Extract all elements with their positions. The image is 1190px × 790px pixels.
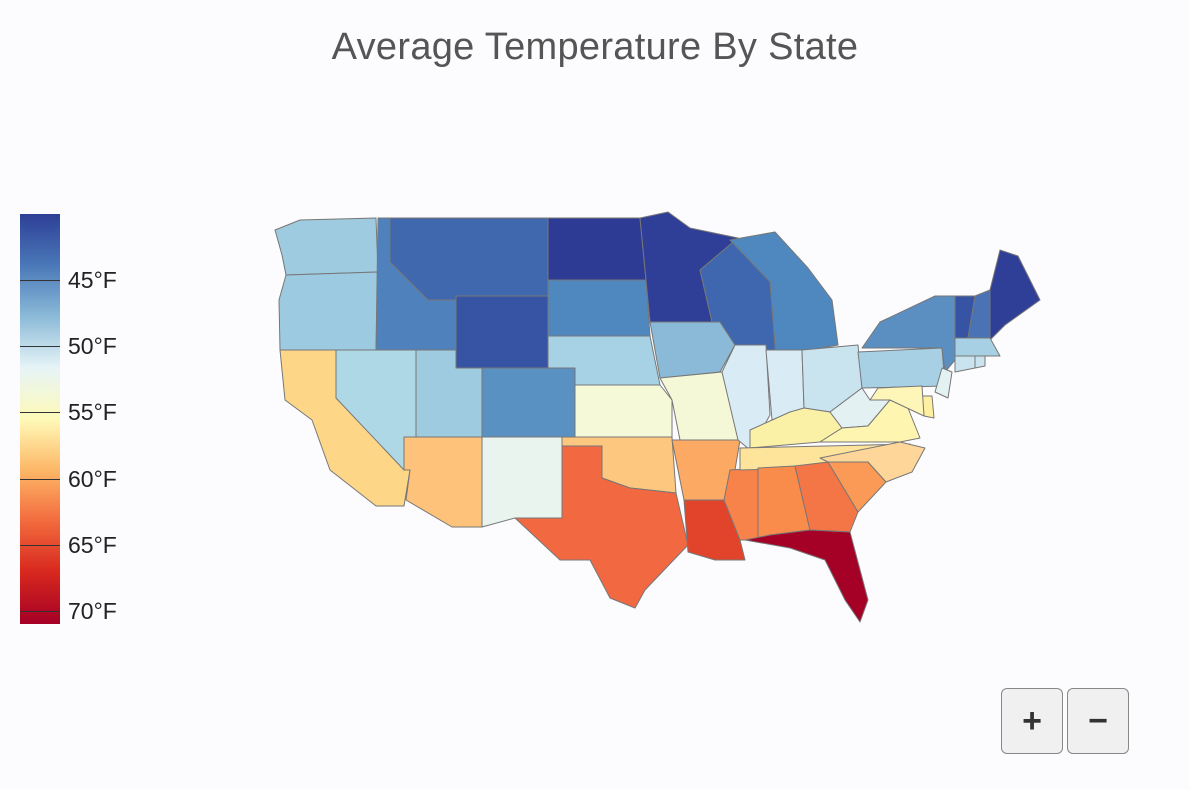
legend-tick-label: 45°F	[68, 267, 117, 293]
state-MI[interactable]	[729, 231, 839, 359]
state-IA[interactable]	[649, 321, 736, 379]
state-ME[interactable]	[989, 249, 1041, 341]
state-NM[interactable]	[481, 436, 563, 528]
state-WY[interactable]	[455, 295, 549, 369]
legend-tick-label: 65°F	[68, 532, 117, 558]
state-TX[interactable]	[514, 445, 689, 609]
zoom-out-button[interactable]: −	[1067, 688, 1129, 754]
state-WA[interactable]	[274, 217, 379, 276]
state-RI[interactable]	[974, 355, 986, 369]
state-SD[interactable]	[547, 279, 651, 337]
state-MD[interactable]	[869, 385, 925, 417]
legend-tick-line	[20, 611, 60, 612]
state-FL[interactable]	[744, 529, 869, 623]
state-MA[interactable]	[954, 337, 1001, 357]
legend-tick-line	[20, 479, 60, 480]
state-NJ[interactable]	[934, 367, 953, 399]
color-scale-legend: 45°F 50°F 55°F 60°F 65°F 70°F	[20, 214, 180, 624]
legend-tick-label: 55°F	[68, 399, 117, 425]
state-CT[interactable]	[954, 355, 976, 373]
state-PA[interactable]	[857, 347, 946, 389]
state-CO[interactable]	[481, 367, 576, 438]
state-NC[interactable]	[819, 441, 926, 483]
state-ND[interactable]	[547, 217, 647, 281]
state-AZ[interactable]	[403, 436, 483, 528]
state-KS[interactable]	[574, 384, 673, 438]
legend-tick-label: 50°F	[68, 333, 117, 359]
zoom-in-button[interactable]: +	[1001, 688, 1063, 754]
map-title: Average Temperature By State	[331, 26, 859, 68]
legend-tick-label: 70°F	[68, 598, 117, 624]
legend-tick-line	[20, 545, 60, 546]
legend-tick-line	[20, 346, 60, 347]
legend-tick-line	[20, 280, 60, 281]
state-OR[interactable]	[278, 271, 379, 351]
legend-tick-label: 60°F	[68, 466, 117, 492]
color-scale-bar	[20, 214, 60, 624]
state-GA[interactable]	[794, 461, 859, 533]
legend-tick-line	[20, 412, 60, 413]
